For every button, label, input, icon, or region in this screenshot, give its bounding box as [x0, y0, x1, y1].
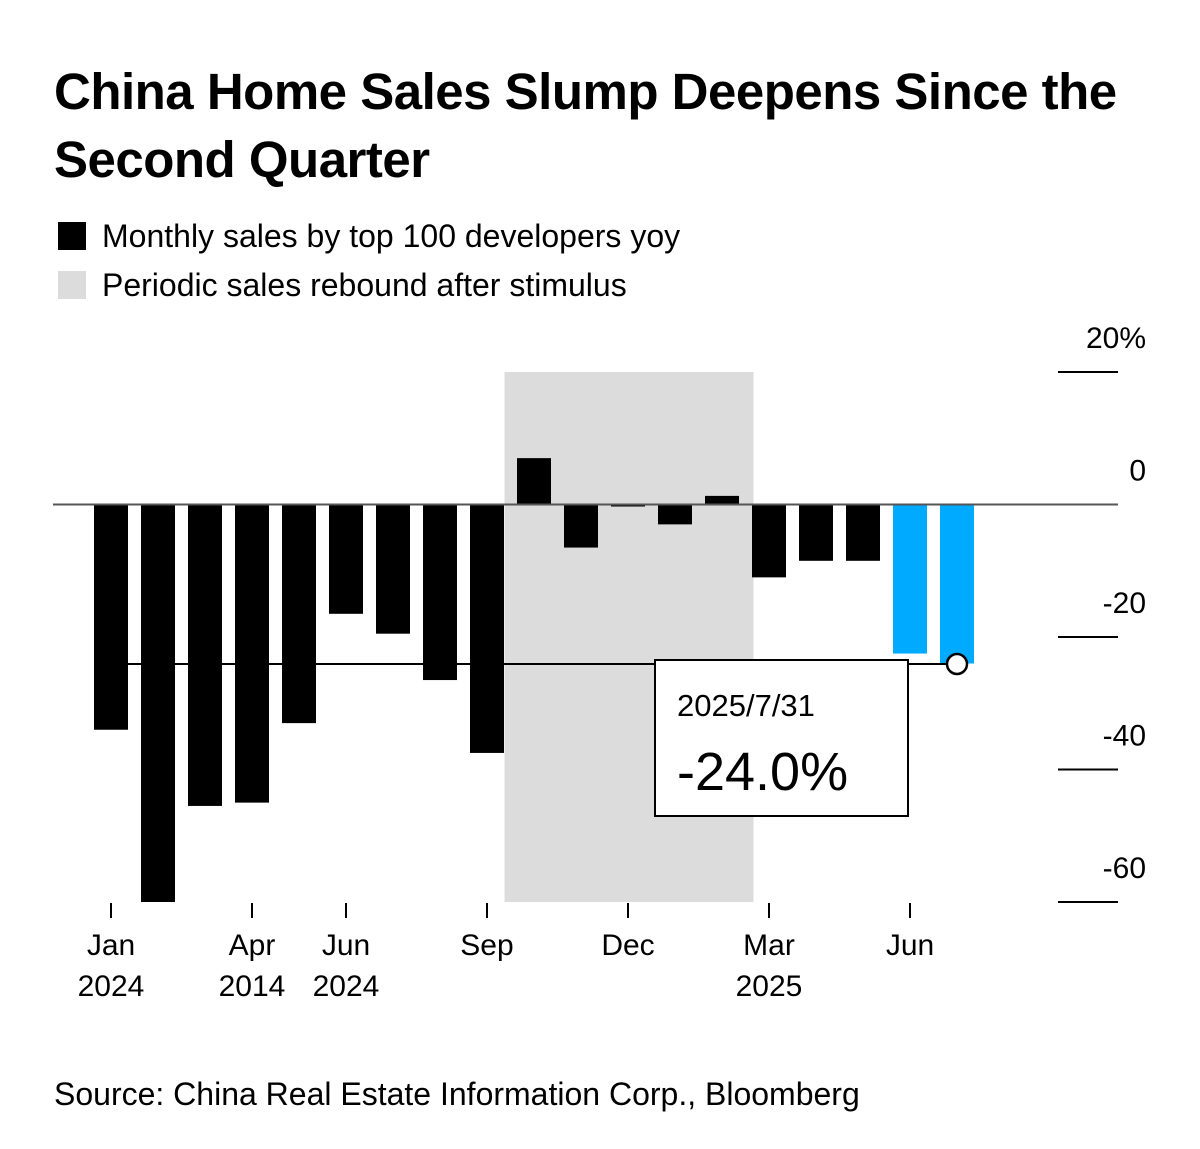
legend-swatch-black: [58, 222, 86, 250]
x-tick-label: Sep: [460, 929, 513, 962]
annotation-box: [654, 659, 909, 817]
legend-label-rebound: Periodic sales rebound after stimulus: [102, 267, 627, 303]
bar: [517, 458, 551, 505]
bar: [329, 504, 363, 614]
x-tick-year-label: 2024: [313, 970, 380, 1003]
bar: [141, 504, 175, 902]
bar: [752, 504, 786, 578]
legend-swatch-gray: [58, 271, 86, 299]
bar: [705, 495, 739, 505]
bar: [282, 504, 316, 724]
bar: [235, 504, 269, 803]
legend-item-rebound: Periodic sales rebound after stimulus: [58, 265, 627, 305]
x-tick-label: Jun: [886, 929, 934, 962]
bar: [188, 504, 222, 806]
legend-item-sales: Monthly sales by top 100 developers yoy: [58, 216, 680, 256]
bar: [376, 504, 410, 634]
x-tick-label: Apr: [229, 929, 276, 962]
annotation-date: 2025/7/31: [677, 688, 815, 723]
bar: [470, 504, 504, 753]
annotation-marker: [945, 652, 969, 676]
bar-highlight: [893, 504, 927, 654]
x-tick-label: Jan: [87, 929, 135, 962]
bar: [846, 504, 880, 561]
source-note: Source: China Real Estate Information Co…: [54, 1076, 860, 1112]
y-tick-label: -40: [1103, 720, 1146, 753]
stimulus-shade: [504, 372, 754, 902]
x-tick-label: Jun: [322, 929, 370, 962]
bar-highlight: [940, 504, 974, 664]
y-tick-label: -60: [1103, 852, 1146, 885]
x-tick-label: Dec: [601, 929, 654, 962]
bar: [94, 504, 128, 730]
y-tick-label: 0: [1129, 455, 1146, 488]
x-tick-year-label: 2025: [736, 970, 803, 1003]
x-tick-label: Mar: [743, 929, 795, 962]
bar: [799, 504, 833, 561]
chart-title: China Home Sales Slump Deepens Since the…: [54, 63, 1117, 188]
x-tick-year-label: 2014: [219, 970, 286, 1003]
bar: [564, 504, 598, 548]
bar: [423, 504, 457, 681]
bar: [658, 504, 692, 525]
legend-label-sales: Monthly sales by top 100 developers yoy: [102, 218, 681, 254]
y-tick-label: -20: [1103, 587, 1146, 620]
y-tick-label: 20%: [1086, 322, 1146, 355]
x-tick-year-label: 2024: [78, 970, 145, 1003]
annotation-value: -24.0%: [677, 742, 848, 802]
